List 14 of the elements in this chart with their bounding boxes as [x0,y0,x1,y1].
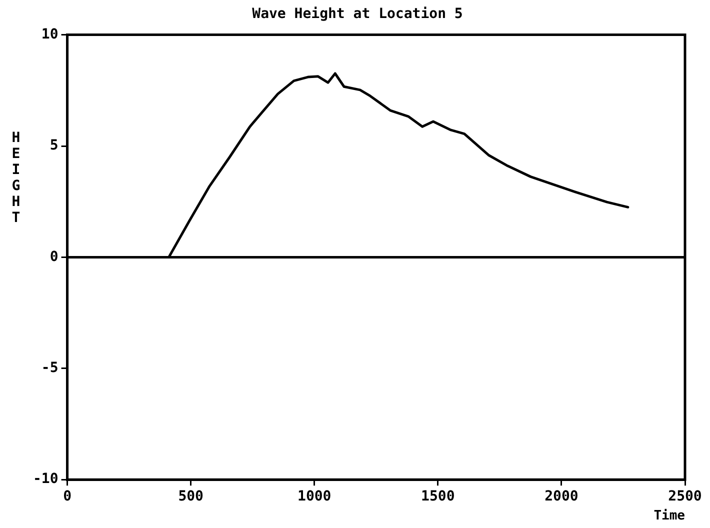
x-tick-label: 1000 [298,488,332,505]
x-tick-label: 2500 [668,488,702,505]
x-tick-label: 1500 [421,488,455,505]
y-tick-label: 10 [41,26,58,42]
x-axis-title: Time [654,508,686,524]
x-tick-label: 2000 [544,488,578,505]
y-axis-title: HEIGHT [8,130,24,226]
x-tick-label: 0 [63,488,72,505]
chart-title: Wave Height at Location 5 [252,6,463,22]
y-tick-label: -10 [32,471,58,488]
y-tick-label: 5 [50,138,58,154]
x-tick-label: 500 [178,488,204,505]
y-tick-label: -5 [41,360,58,376]
y-tick-label: 0 [50,248,58,265]
